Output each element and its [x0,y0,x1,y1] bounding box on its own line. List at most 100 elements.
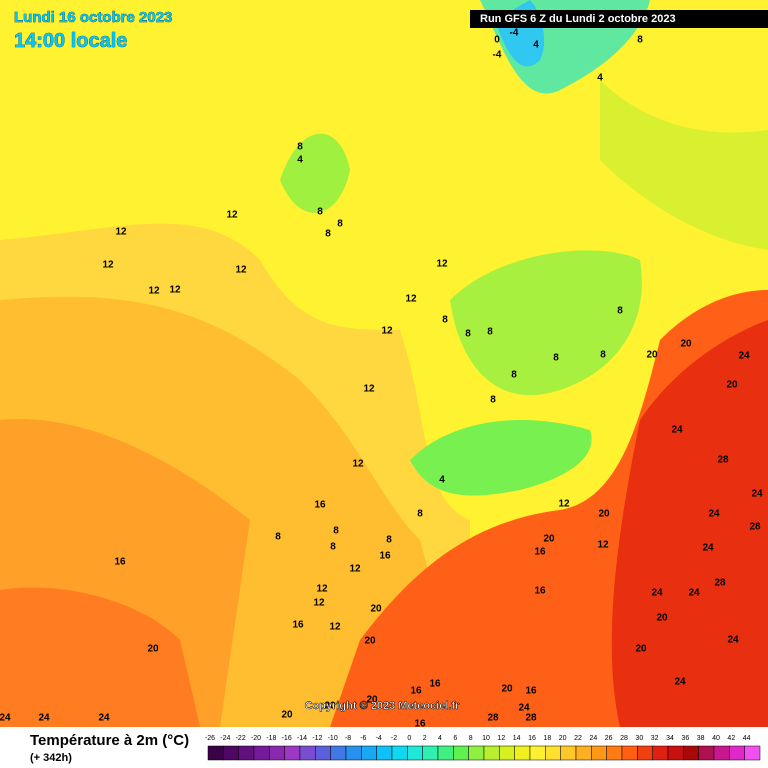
contour-label: 16 [379,551,391,562]
scale-tick-label: -22 [236,735,246,742]
scale-tick-label: -16 [282,735,292,742]
contour-label: -4 [493,50,502,61]
scale-swatch [422,745,439,761]
contour-label: 16 [525,686,537,697]
contour-label: 20 [370,604,382,615]
scale-swatch [729,745,745,761]
contour-label: 0 [494,35,500,46]
contour-label: 8 [275,532,281,543]
contour-label: 20 [147,644,159,655]
scale-swatch [269,745,285,761]
time: 14:00 locale [14,30,127,52]
contour-label: 8 [465,329,471,340]
contour-label: 16 [534,586,546,597]
contour-label: 8 [487,327,493,338]
legend-title: Température à 2m (°C) [30,732,189,749]
contour-label: 8 [600,350,606,361]
contour-label: 24 [674,677,686,688]
contour-label: 20 [366,695,378,706]
contour-label: 12 [235,265,247,276]
contour-label: 12 [102,260,114,271]
scale-tick-label: 12 [497,735,505,742]
contour-label: 8 [553,353,559,364]
contour-label: 20 [364,636,376,647]
scale-tick-label: -20 [251,735,261,742]
contour-label: 8 [490,395,496,406]
contour-label: 12 [381,326,393,337]
scale-tick-label: 6 [453,735,457,742]
contour-label: 28 [717,455,729,466]
contour-label: 8 [325,229,331,240]
contour-label: 8 [317,207,323,218]
contour-label: 8 [337,219,343,230]
scale-tick-label: -8 [345,735,351,742]
contour-label: 8 [637,35,643,46]
contour-label: 20 [598,509,610,520]
scale-tick-label: -26 [205,735,215,742]
contour-label: 28 [487,713,499,724]
contour-label: 12 [329,622,341,633]
contour-label: 8 [511,370,517,381]
scale-swatch [545,745,561,761]
scale-tick-label: 32 [651,735,659,742]
zone-scotland [280,133,350,213]
legend-lead: (+ 342h) [30,752,72,764]
contour-label: 12 [349,564,361,575]
contour-label: 4 [439,475,445,486]
contour-label: 28 [714,578,726,589]
contour-label: 16 [410,686,422,697]
scale-tick-label: 38 [697,735,705,742]
run-info: Run GFS 6 Z du Lundi 2 octobre 2023 [480,13,676,25]
zone-alps [410,420,592,496]
scale-tick-label: 4 [438,735,442,742]
scale-tick-label: 22 [574,735,582,742]
scale-tick-label: -14 [297,735,307,742]
scale-tick-label: 26 [605,735,613,742]
scale-swatch [683,745,699,761]
contour-label: 8 [386,535,392,546]
contour-label: 24 [38,713,50,724]
scale-tick-label: 0 [407,735,411,742]
scale-swatch [591,745,607,761]
scale-swatch [299,745,316,761]
scale-tick-label: 20 [559,735,567,742]
scale-swatch [284,745,301,761]
scale-swatch [499,745,515,761]
contour-label: 12 [115,227,127,238]
contour-label: 8 [442,315,448,326]
scale-swatch [223,745,239,761]
contour-label: 12 [226,210,238,221]
scale-swatch [621,745,638,761]
zone-hot [611,320,768,727]
scale-tick-label: -12 [312,735,322,742]
contour-label: 12 [363,384,375,395]
scale-swatch [652,745,669,761]
contour-label: 8 [417,509,423,520]
contour-label: 24 [98,713,110,724]
contour-label: -4 [510,28,519,39]
contour-label: 28 [525,713,537,724]
scale-swatch [698,745,715,761]
contour-label: 16 [429,679,441,690]
contour-label: 24 [0,713,11,724]
scale-swatch [253,745,270,761]
scale-tick-label: -24 [220,735,230,742]
scale-tick-label: 42 [727,735,735,742]
contour-label: 24 [688,588,700,599]
contour-label: 12 [558,499,570,510]
scale-swatch [468,745,485,761]
scale-swatch [437,745,454,761]
contour-label: 24 [702,543,714,554]
contour-label: 24 [751,489,763,500]
date: Lundi 16 octobre 2023 [14,9,172,26]
contour-label: 16 [534,547,546,558]
scale-swatch [606,745,623,761]
contour-label: 20 [726,380,738,391]
scale-swatch [345,745,362,761]
scale-swatch [207,745,224,761]
contour-label: 24 [727,635,739,646]
zone-north-east [600,80,768,250]
scale-tick-label: -4 [376,735,382,742]
scale-tick-label: -6 [360,735,366,742]
